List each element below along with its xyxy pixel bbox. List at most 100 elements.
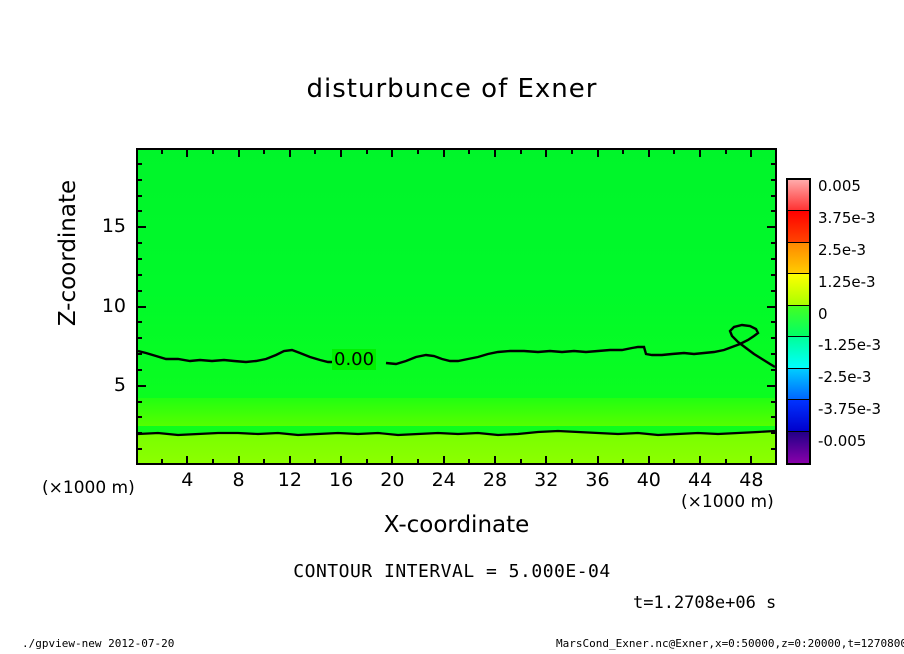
y-tick-right-14 — [771, 242, 777, 245]
y-tick-right-8 — [771, 337, 777, 340]
x-tick-top-44 — [699, 148, 702, 157]
x-tick-label-32: 32 — [534, 469, 559, 491]
y-tick-19 — [136, 162, 142, 165]
x-tick-top-34 — [570, 148, 573, 154]
colorbar-band-5 — [788, 337, 809, 369]
contour-line-zero-left — [138, 348, 345, 365]
x-tick-8 — [237, 456, 240, 465]
contour-line-lower — [138, 429, 775, 437]
colorbar-tick-label-5: -1.25e-3 — [818, 336, 881, 355]
y-tick-label-5: 5 — [113, 373, 126, 396]
colorbar-band-2 — [788, 242, 809, 275]
y-tick-right-19 — [771, 162, 777, 165]
contour-plot-canvas — [138, 150, 775, 463]
x-tick-38 — [622, 459, 625, 465]
x-tick-4 — [186, 456, 189, 465]
contour-line-zero-right — [385, 323, 775, 369]
y-tick-label-10: 10 — [101, 294, 126, 317]
colorbar-tick-label-6: -2.5e-3 — [818, 368, 872, 387]
x-tick-6 — [211, 459, 214, 465]
y-axis-title: Z-coordinate — [55, 179, 81, 327]
colorbar-tick-label-7: -3.75e-3 — [818, 400, 881, 419]
x-tick-label-36: 36 — [585, 469, 610, 491]
x-tick-28 — [493, 456, 496, 465]
colorbar-band-8 — [788, 431, 809, 463]
y-tick-right-10 — [767, 305, 777, 308]
contour-interval-note: CONTOUR INTERVAL = 5.000E-04 — [293, 561, 611, 582]
x-tick-top-6 — [211, 148, 214, 154]
y-tick-10 — [136, 305, 146, 308]
y-tick-1 — [136, 448, 142, 451]
x-tick-14 — [314, 459, 317, 465]
x-tick-48 — [750, 456, 753, 465]
y-tick-right-3 — [771, 416, 777, 419]
colorbar-swatches — [786, 178, 811, 465]
footer-command: ./gpview-new 2012-07-20 — [22, 637, 175, 650]
x-tick-2 — [160, 459, 163, 465]
x-tick-46 — [724, 459, 727, 465]
x-axis-unit-left: (×1000 m) — [42, 478, 135, 498]
colorbar-tick-label-2: 2.5e-3 — [818, 240, 867, 259]
y-tick-right-13 — [771, 257, 777, 260]
x-tick-top-16 — [340, 148, 343, 157]
x-tick-16 — [340, 456, 343, 465]
x-tick-label-4: 4 — [181, 469, 194, 491]
x-tick-top-20 — [391, 148, 394, 157]
x-tick-label-24: 24 — [431, 469, 456, 491]
x-tick-36 — [596, 456, 599, 465]
x-tick-label-28: 28 — [482, 469, 508, 491]
y-tick-5 — [136, 384, 146, 387]
x-tick-top-46 — [724, 148, 727, 154]
page-title: disturbunce of Exner — [306, 74, 598, 104]
y-tick-right-5 — [767, 384, 777, 387]
x-tick-top-36 — [596, 148, 599, 157]
x-tick-top-22 — [417, 148, 420, 154]
x-tick-top-48 — [750, 148, 753, 157]
colorbar-tick-label-3: 1.25e-3 — [818, 272, 876, 291]
x-tick-20 — [391, 456, 394, 465]
x-tick-42 — [673, 459, 676, 465]
x-tick-top-40 — [647, 148, 650, 157]
colorbar-band-1 — [788, 211, 809, 243]
x-tick-12 — [288, 456, 291, 465]
x-tick-26 — [468, 459, 471, 465]
y-tick-12 — [136, 273, 142, 276]
colorbar-tick-label-8: -0.005 — [818, 432, 867, 451]
x-tick-22 — [417, 459, 420, 465]
y-tick-label-15: 15 — [101, 215, 126, 238]
y-tick-right-1 — [771, 448, 777, 451]
y-tick-right-17 — [771, 194, 777, 197]
colorbar-band-7 — [788, 400, 809, 432]
y-tick-right-11 — [771, 289, 777, 292]
x-tick-top-38 — [622, 148, 625, 154]
colorbar-band-3 — [788, 274, 809, 306]
colorbar-tick-label-1: 3.75e-3 — [818, 208, 876, 227]
fill-band-positive-low — [138, 431, 775, 463]
colorbar-band-4 — [788, 305, 809, 338]
y-tick-4 — [136, 400, 142, 403]
fill-band-transition — [138, 398, 775, 426]
x-tick-top-2 — [160, 148, 163, 154]
x-tick-label-44: 44 — [687, 469, 713, 491]
y-tick-right-6 — [771, 368, 777, 371]
x-tick-top-10 — [263, 148, 266, 154]
x-tick-label-16: 16 — [329, 469, 354, 491]
plot-area — [136, 148, 777, 465]
x-tick-top-26 — [468, 148, 471, 154]
contour-label: 0.00 — [332, 349, 377, 370]
y-tick-3 — [136, 416, 142, 419]
x-tick-label-12: 12 — [277, 469, 302, 491]
y-tick-6 — [136, 368, 142, 371]
x-tick-label-20: 20 — [380, 469, 405, 491]
y-tick-right-2 — [771, 432, 777, 435]
y-tick-2 — [136, 432, 142, 435]
x-tick-label-48: 48 — [739, 469, 764, 491]
x-tick-30 — [519, 459, 522, 465]
x-tick-top-24 — [442, 148, 445, 157]
y-tick-18 — [136, 178, 142, 181]
colorbar-band-6 — [788, 368, 809, 401]
x-tick-label-40: 40 — [636, 469, 661, 491]
y-tick-17 — [136, 194, 142, 197]
x-tick-top-8 — [237, 148, 240, 157]
footer-dataset: MarsCond_Exner.nc@Exner,x=0:50000,z=0:20… — [556, 637, 904, 650]
